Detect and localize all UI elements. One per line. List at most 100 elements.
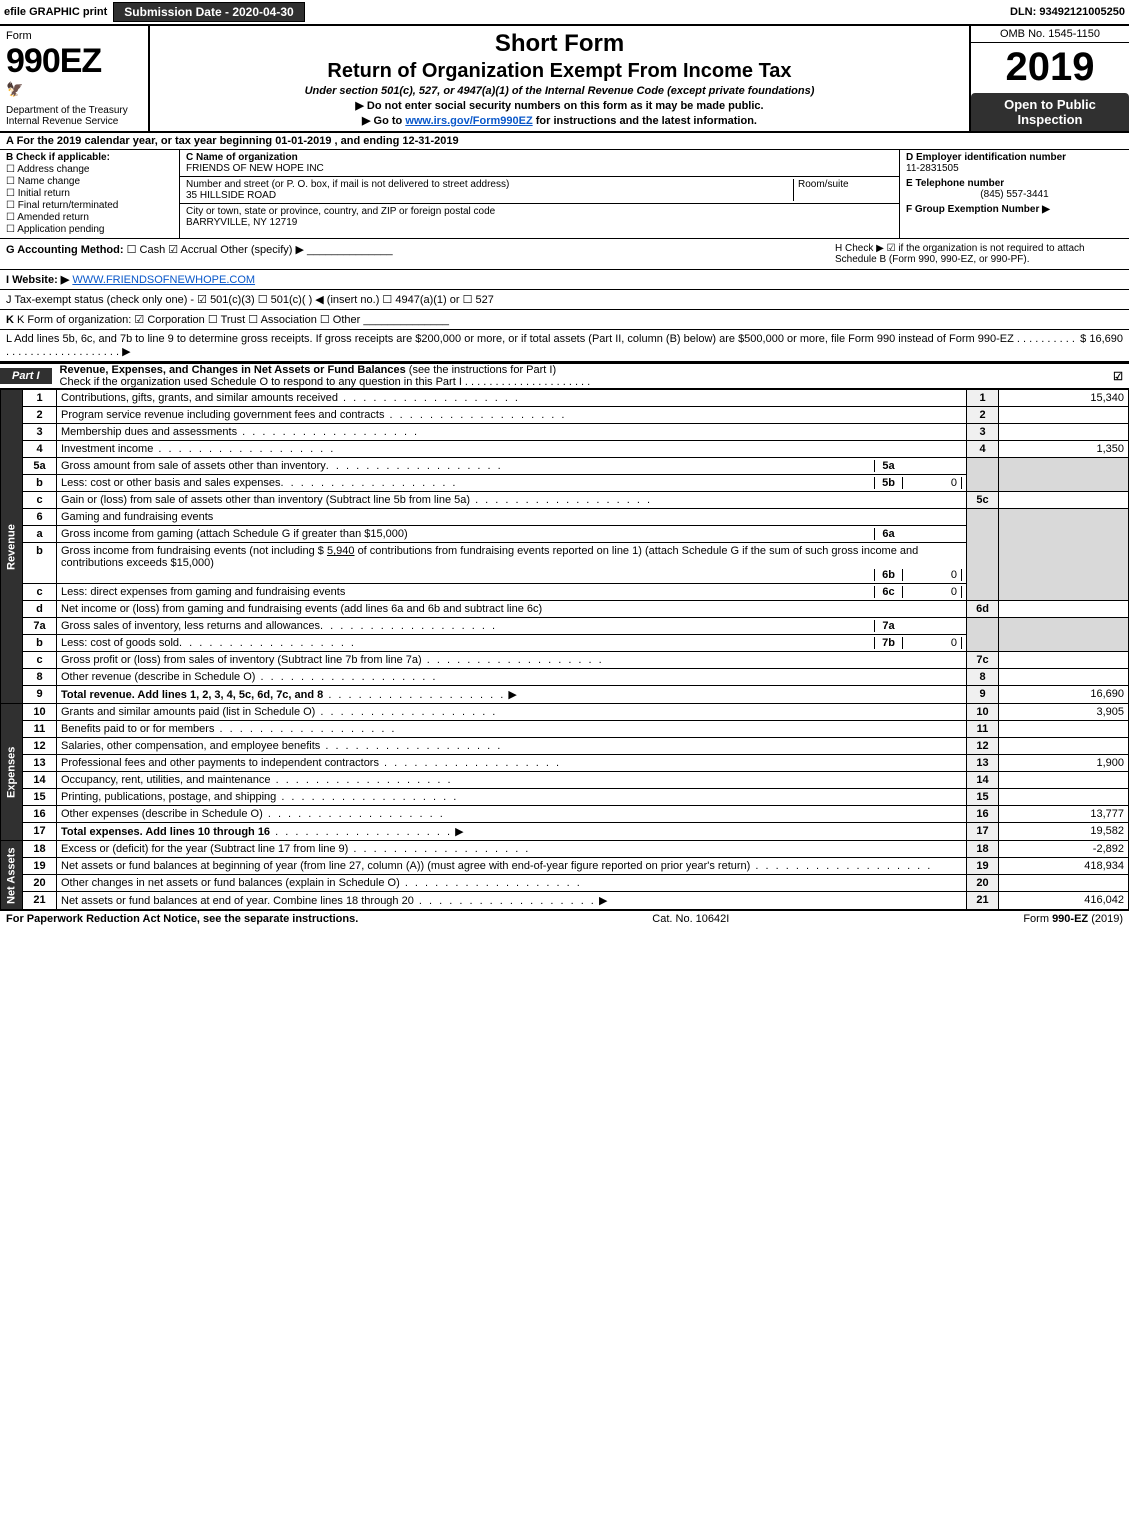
line-15-ref: 15 <box>967 789 999 806</box>
part-1-title: Revenue, Expenses, and Changes in Net As… <box>60 364 406 376</box>
open-to-public-badge: Open to Public Inspection <box>971 93 1129 131</box>
line-17-amt: 19,582 <box>999 823 1129 841</box>
ssn-warning: ▶ Do not enter social security numbers o… <box>158 99 961 112</box>
line-11-amt <box>999 721 1129 738</box>
line-8-amt <box>999 669 1129 686</box>
org-info-block: B Check if applicable: ☐ Address change … <box>0 150 1129 239</box>
line-5b-sub-amt: 0 <box>902 477 962 489</box>
line-4-num: 4 <box>23 441 57 458</box>
line-18-desc: Excess or (deficit) for the year (Subtra… <box>61 843 530 855</box>
expenses-side-label: Expenses <box>1 704 23 841</box>
line-6d-ref: 6d <box>967 601 999 618</box>
chk-final-return[interactable]: ☐ Final return/terminated <box>6 200 173 211</box>
line-7c-ref: 7c <box>967 652 999 669</box>
line-5a-sub-ref: 5a <box>874 460 902 472</box>
line-6c-sub-amt: 0 <box>902 586 962 598</box>
chk-amended-return[interactable]: ☐ Amended return <box>6 212 173 223</box>
line-3-amt <box>999 424 1129 441</box>
line-6c-desc: Less: direct expenses from gaming and fu… <box>61 586 345 598</box>
page-footer: For Paperwork Reduction Act Notice, see … <box>0 910 1129 927</box>
line-9-ref: 9 <box>967 686 999 704</box>
line-19-desc: Net assets or fund balances at beginning… <box>61 860 932 872</box>
efile-label: efile GRAPHIC print <box>4 6 107 18</box>
submission-date-button[interactable]: Submission Date - 2020-04-30 <box>113 2 304 22</box>
chk-application-pending[interactable]: ☐ Application pending <box>6 224 173 235</box>
irs-link[interactable]: www.irs.gov/Form990EZ <box>405 115 532 127</box>
chk-address-change[interactable]: ☐ Address change <box>6 164 173 175</box>
treasury-seal-icon: 🦅 <box>6 81 142 98</box>
line-6d-num: d <box>23 601 57 618</box>
line-20-ref: 20 <box>967 875 999 892</box>
row-k-form-org: K K Form of organization: ☑ Corporation … <box>0 310 1129 330</box>
line-5a-desc: Gross amount from sale of assets other t… <box>61 460 326 472</box>
line-6b-sub-amt: 0 <box>902 569 962 581</box>
col-d-ein-phone: D Employer identification number 11-2831… <box>899 150 1129 238</box>
accounting-method-label: G Accounting Method: <box>6 244 124 256</box>
line-6b-underline-amt: 5,940 <box>327 545 355 557</box>
line-1-ref: 1 <box>967 390 999 407</box>
line-5c-ref: 5c <box>967 492 999 509</box>
line-2-amt <box>999 407 1129 424</box>
row-k-text: K Form of organization: ☑ Corporation ☐ … <box>17 314 360 326</box>
row-l-text: L Add lines 5b, 6c, and 7b to line 9 to … <box>6 333 1080 358</box>
city-value: BARRYVILLE, NY 12719 <box>186 217 297 228</box>
line-7b-num: b <box>23 635 57 652</box>
line-6d-desc: Net income or (loss) from gaming and fun… <box>57 601 967 618</box>
line-5b-desc: Less: cost or other basis and sales expe… <box>61 477 281 489</box>
line-15-num: 15 <box>23 789 57 806</box>
line-12-amt <box>999 738 1129 755</box>
irs-label: Internal Revenue Service <box>6 116 118 127</box>
part-1-check-line: Check if the organization used Schedule … <box>60 376 591 388</box>
line-20-amt <box>999 875 1129 892</box>
line-14-desc: Occupancy, rent, utilities, and maintena… <box>61 774 453 786</box>
line-21-num: 21 <box>23 892 57 910</box>
line-18-num: 18 <box>23 841 57 858</box>
footer-cat-no: Cat. No. 10642I <box>652 913 729 925</box>
line-15-desc: Printing, publications, postage, and shi… <box>61 791 458 803</box>
line-13-ref: 13 <box>967 755 999 772</box>
line-1-num: 1 <box>23 390 57 407</box>
form-header: Form 990EZ 🦅 Department of the Treasury … <box>0 26 1129 133</box>
line-10-desc: Grants and similar amounts paid (list in… <box>61 706 497 718</box>
line-19-ref: 19 <box>967 858 999 875</box>
line-7b-desc: Less: cost of goods sold <box>61 637 179 649</box>
dept-label: Department of the Treasury <box>6 105 128 116</box>
line-10-ref: 10 <box>967 704 999 721</box>
website-link[interactable]: WWW.FRIENDSOFNEWHOPE.COM <box>72 274 255 286</box>
org-name-label: C Name of organization <box>186 152 298 163</box>
return-org-title: Return of Organization Exempt From Incom… <box>158 60 961 83</box>
line-6b-sub-ref: 6b <box>874 569 902 581</box>
line-7c-desc: Gross profit or (loss) from sales of inv… <box>61 654 604 666</box>
col-b-checkboxes: B Check if applicable: ☐ Address change … <box>0 150 180 238</box>
line-6b-num: b <box>23 543 57 584</box>
line-14-amt <box>999 772 1129 789</box>
line-12-desc: Salaries, other compensation, and employ… <box>61 740 502 752</box>
line-1-amt: 15,340 <box>999 390 1129 407</box>
line-9-arrow: ▶ <box>508 689 516 701</box>
chk-name-change[interactable]: ☐ Name change <box>6 176 173 187</box>
omb-number: OMB No. 1545-1150 <box>971 26 1129 43</box>
chk-initial-return[interactable]: ☐ Initial return <box>6 188 173 199</box>
line-2-desc: Program service revenue including govern… <box>61 409 566 421</box>
line-6c-sub-ref: 6c <box>874 586 902 598</box>
line-12-num: 12 <box>23 738 57 755</box>
line-7a-desc: Gross sales of inventory, less returns a… <box>61 620 320 632</box>
line-17-desc: Total expenses. Add lines 10 through 16 <box>61 826 270 838</box>
line-5c-desc: Gain or (loss) from sale of assets other… <box>61 494 652 506</box>
line-16-ref: 16 <box>967 806 999 823</box>
line-4-desc: Investment income <box>61 443 335 455</box>
part-1-checkmark: ☑ <box>1113 370 1123 383</box>
line-8-num: 8 <box>23 669 57 686</box>
line-11-ref: 11 <box>967 721 999 738</box>
line-10-amt: 3,905 <box>999 704 1129 721</box>
street-label: Number and street (or P. O. box, if mail… <box>186 179 509 190</box>
line-7b-sub-amt: 0 <box>902 637 962 649</box>
line-13-desc: Professional fees and other payments to … <box>61 757 561 769</box>
under-section-subtitle: Under section 501(c), 527, or 4947(a)(1)… <box>158 85 961 97</box>
line-6-num: 6 <box>23 509 57 526</box>
revenue-side-label: Revenue <box>1 390 23 704</box>
line-6a-sub-ref: 6a <box>874 528 902 540</box>
line-7b-sub-ref: 7b <box>874 637 902 649</box>
line-3-desc: Membership dues and assessments <box>61 426 419 438</box>
line-9-amt: 16,690 <box>999 686 1129 704</box>
